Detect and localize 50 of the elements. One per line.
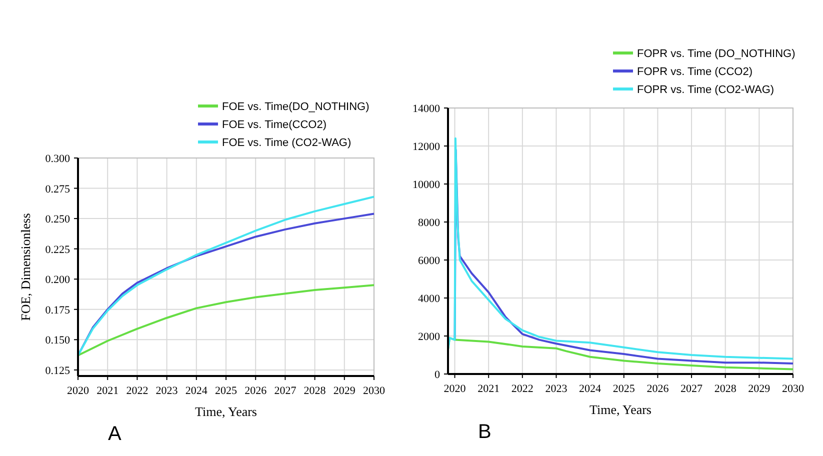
y-tick-label: 10000 [412,179,440,191]
x-tick-label: 2028 [714,383,737,395]
x-tick-label: 2026 [244,385,268,397]
legend-label: FOE vs. Time (CO2-WAG) [222,137,352,149]
line-series [77,284,375,356]
legend-label: FOPR vs. Time (CO2-WAG) [637,84,774,96]
x-tick-label: 2030 [782,383,804,395]
y-tick-label: 0 [434,369,440,381]
x-tick-label: 2030 [363,385,386,397]
x-axis-title: Time, Years [194,404,258,419]
y-tick-label: 2000 [418,331,440,343]
text: B [478,421,492,443]
x-tick-label: 2025 [215,385,238,397]
x-tick-label: 2027 [680,383,704,395]
y-tick-label: 0.250 [45,214,70,226]
text: A [108,423,122,445]
y-tick-label: 0.225 [45,244,70,256]
x-axis-title: Time, Years [589,402,652,417]
y-tick-label: 0.125 [45,364,70,377]
legend-label: FOPR vs. Time (CCO2) [637,66,753,78]
y-axis-title: FOE, Dimensionless [18,213,33,321]
x-tick-label: 2022 [511,383,534,395]
x-tick-label: 2020 [444,383,466,395]
y-tick-label: 0.150 [45,334,70,347]
x-tick-label: 2021 [96,385,119,397]
legend-label: FOE vs. Time(CCO2) [222,119,327,131]
x-tick-label: 2029 [333,385,356,397]
y-tick-label: 6000 [418,255,440,267]
legend-label: FOPR vs. Time (DO_NOTHING) [637,48,796,60]
x-tick-label: 2022 [126,385,148,397]
y-tick-label: 0.300 [45,153,70,165]
y-tick-label: 8000 [418,217,440,229]
x-tick-label: 2027 [274,385,297,397]
x-tick-label: 2023 [156,385,178,397]
y-tick-label: 4000 [418,293,440,305]
y-tick-label: 0.200 [45,274,70,286]
x-tick-label: 2029 [748,383,771,395]
x-tick-label: 2028 [304,385,326,397]
y-tick-label: 14000 [412,103,440,115]
x-tick-label: 2025 [612,383,636,395]
x-tick-label: 2023 [545,383,568,395]
y-tick-label: 0.275 [45,183,70,196]
x-tick-label: 2021 [478,383,500,395]
y-tick-label: 12000 [412,141,440,153]
x-tick-label: 2024 [579,383,602,395]
x-tick-label: 2020 [67,385,90,397]
legend-label: FOE vs. Time(DO_NOTHING) [222,101,370,113]
x-tick-label: 2026 [646,383,670,395]
y-tick-label: 0.175 [45,304,70,316]
x-tick-label: 2024 [185,385,208,397]
